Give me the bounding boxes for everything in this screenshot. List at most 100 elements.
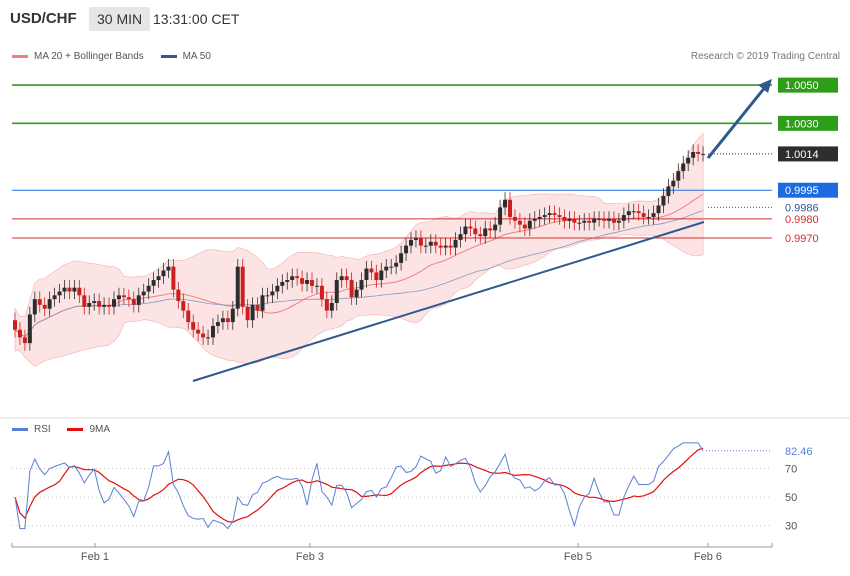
level-0-9995-tag — [778, 182, 838, 198]
candle-body — [171, 266, 176, 290]
candle-body — [334, 280, 339, 303]
candle-body — [646, 216, 651, 218]
candle-body — [379, 270, 384, 281]
candle-body — [250, 304, 255, 321]
level-1-0050-label: 1.0050 — [785, 80, 819, 92]
candle-body — [691, 152, 696, 158]
candle-body — [126, 297, 131, 300]
candle-body — [206, 337, 211, 339]
candle-body — [611, 218, 616, 223]
candle-body — [399, 253, 404, 263]
candle-body — [701, 153, 706, 155]
candle-body — [671, 180, 676, 187]
candle-body — [13, 320, 17, 330]
candle-body — [62, 287, 67, 292]
chart-header: USD/CHF 30 MIN 13:31:00 CET — [0, 0, 850, 38]
candle-body — [305, 280, 310, 284]
candle-body — [592, 218, 597, 223]
candle-body — [314, 285, 319, 287]
candle-body — [265, 295, 270, 297]
candle-body — [156, 276, 161, 281]
candle-body — [181, 301, 186, 311]
candle-body — [661, 195, 666, 206]
level-1-0030-tag — [778, 115, 838, 131]
candle-body — [537, 216, 542, 219]
rsi-legend: RSI 9MA — [12, 424, 124, 435]
candle-body — [453, 239, 458, 248]
candle-body — [394, 262, 399, 267]
legend-swatch-9ma — [67, 427, 84, 431]
candle-body — [87, 302, 92, 307]
candle-body — [77, 287, 82, 296]
candle-body — [483, 228, 488, 237]
candle-body — [374, 272, 379, 281]
candle-body — [245, 306, 250, 321]
candle-body — [433, 241, 438, 246]
candle-body — [225, 318, 230, 323]
forecast-arrow — [706, 85, 768, 159]
candle-body — [191, 322, 196, 330]
forecast-arrowhead — [758, 79, 772, 93]
x-tick-label: Feb 3 — [296, 551, 324, 563]
candle-body — [136, 295, 141, 305]
candle-body — [82, 295, 87, 307]
candle-body — [423, 245, 428, 247]
candle-body — [572, 218, 577, 223]
candle-body — [522, 224, 527, 229]
candle-body — [413, 238, 418, 240]
symbol-title: USD/CHF — [10, 10, 77, 27]
candle-body — [607, 218, 611, 221]
legend-label-9ma: 9MA — [89, 424, 111, 435]
timeframe-badge[interactable]: 30 MIN — [89, 7, 151, 31]
candle-body — [52, 295, 57, 300]
candle-body — [616, 220, 621, 223]
legend-swatch-rsi — [12, 427, 28, 431]
candle-body — [285, 280, 290, 282]
candle-body — [295, 276, 300, 279]
candle-body — [324, 299, 329, 311]
candle-body — [22, 337, 27, 344]
candle-body — [359, 280, 364, 290]
candle-body — [37, 299, 42, 305]
candle-body — [220, 318, 225, 323]
candle-body — [508, 199, 512, 217]
bollinger-band — [14, 132, 704, 367]
candle-body — [161, 270, 166, 277]
candle-body — [102, 304, 107, 307]
candle-body — [166, 266, 171, 271]
candle-body — [47, 299, 52, 309]
candle-body — [438, 245, 443, 248]
rsi-tick-label: 30 — [785, 521, 797, 533]
candle-body — [389, 266, 394, 268]
candle-body — [631, 211, 636, 213]
candle-body — [176, 289, 181, 302]
candle-body — [512, 216, 517, 221]
candle-body — [201, 333, 206, 338]
candle-body — [260, 295, 265, 311]
candle-body — [602, 218, 607, 221]
legend-label-ma50: MA 50 — [182, 51, 211, 62]
candle-body — [310, 280, 314, 286]
legend-item-9ma: 9MA — [67, 424, 110, 435]
legend-item-rsi: RSI — [12, 424, 51, 435]
rsi-9ma-line — [14, 447, 704, 523]
candle-body — [354, 289, 359, 298]
candle-body — [92, 301, 97, 303]
candle-body — [443, 245, 448, 248]
candle-body — [532, 218, 537, 221]
candle-body — [542, 215, 547, 217]
candle-body — [57, 291, 62, 296]
candle-body — [280, 281, 285, 286]
candle-body — [562, 216, 567, 221]
candle-body — [418, 238, 423, 246]
candle-body — [275, 285, 280, 292]
candle-body — [458, 234, 463, 240]
candle-body — [230, 308, 235, 323]
candle-body — [290, 276, 295, 281]
legend-swatch-ma20 — [12, 54, 28, 58]
level-1-0014-tag — [778, 146, 838, 162]
candle-body — [151, 280, 156, 286]
candle-body — [473, 228, 478, 235]
candle-body — [369, 268, 374, 273]
